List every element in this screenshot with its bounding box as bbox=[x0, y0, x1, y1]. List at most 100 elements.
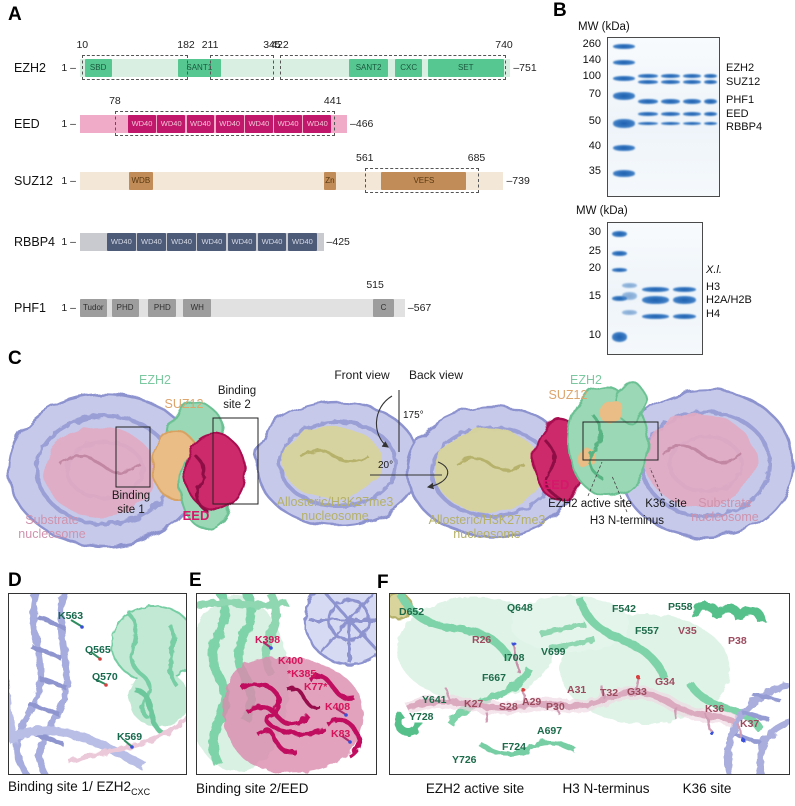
structure-label: Back view bbox=[408, 368, 464, 382]
structure-label: K36 site bbox=[645, 498, 687, 510]
protein-band bbox=[642, 286, 669, 292]
structure-label: Allosteric/H3K27me3 bbox=[428, 513, 546, 527]
ladder-band bbox=[613, 43, 635, 49]
band-label: EZH2 bbox=[726, 62, 755, 74]
domain-wd40: WD40 bbox=[106, 233, 136, 251]
ladder-band bbox=[613, 59, 635, 65]
caption-active-site: EZH2 active site bbox=[425, 781, 525, 796]
residue-label: D652 bbox=[399, 606, 425, 618]
structure-label: 175° bbox=[403, 410, 424, 421]
panel-d-structure bbox=[8, 593, 187, 775]
residue-label: A29 bbox=[522, 696, 542, 708]
structure-label: EED bbox=[182, 508, 210, 523]
dashed-region bbox=[82, 55, 188, 80]
eed-density bbox=[222, 656, 364, 773]
residue-label: K400 bbox=[278, 655, 304, 667]
binding-site-2-art bbox=[197, 594, 376, 773]
start-residue: 1 – bbox=[61, 175, 76, 187]
protein-band bbox=[638, 80, 658, 84]
ladder-band bbox=[612, 231, 627, 237]
structure-label: nucleosome bbox=[691, 510, 759, 524]
protein-band bbox=[704, 112, 717, 116]
mw-marker: 140 bbox=[582, 54, 601, 66]
panel-label-a: A bbox=[8, 4, 22, 25]
residue-label: K36 bbox=[705, 703, 725, 715]
band-label: EED bbox=[726, 108, 749, 120]
caption-binding-site-2: Binding site 2/EED bbox=[196, 781, 309, 796]
protein-band bbox=[673, 313, 696, 319]
residue-label: *K385 bbox=[287, 668, 317, 680]
structure-label: EZH2 active site bbox=[548, 498, 632, 510]
structure-label: nucleosome bbox=[18, 527, 86, 541]
domain-cxc: CXC bbox=[395, 59, 423, 77]
residue-label: P38 bbox=[728, 635, 747, 647]
domain-phd: PHD bbox=[148, 299, 177, 317]
residue-label: Q565 bbox=[85, 644, 111, 656]
residue-label: Y726 bbox=[452, 754, 477, 766]
protein-band bbox=[622, 309, 637, 315]
protein-band bbox=[673, 296, 696, 304]
region-end-num: 685 bbox=[467, 152, 486, 164]
residue-sticks bbox=[70, 619, 132, 747]
mw-title: MW (kDa) bbox=[578, 21, 630, 33]
domain-wd40: WD40 bbox=[245, 115, 273, 133]
protein-bar: WD40 WD40 WD40 WD40 WD40 WD40 WD40 bbox=[80, 233, 324, 251]
residue-label: K77* bbox=[304, 681, 328, 693]
band-label: H4 bbox=[706, 308, 721, 320]
domain-wd40: WD40 bbox=[128, 115, 156, 133]
mw-marker: 260 bbox=[582, 38, 601, 50]
protein-band bbox=[638, 74, 658, 78]
residue-label: P30 bbox=[546, 701, 565, 713]
end-residue: –425 bbox=[326, 236, 350, 248]
structure-label: EZH2 bbox=[570, 373, 602, 387]
domain-wh: WH bbox=[183, 299, 212, 317]
band-label: SUZ12 bbox=[726, 76, 761, 88]
residue-label: F724 bbox=[502, 741, 526, 753]
stick-tips bbox=[262, 641, 352, 744]
structure-label: nucleosome bbox=[301, 509, 369, 523]
ladder-band bbox=[612, 250, 627, 256]
domain-sant1: SANT1 bbox=[177, 59, 221, 77]
protein-bar: WDB Zn VEFS bbox=[80, 172, 504, 190]
leader-lines bbox=[587, 461, 663, 513]
structure-label: SUZ12 bbox=[164, 397, 204, 411]
protein-band bbox=[704, 80, 717, 84]
domain-wd40: WD40 bbox=[274, 115, 302, 133]
region-start-num: 561 bbox=[356, 152, 374, 164]
region-start-num: 211 bbox=[201, 39, 219, 51]
mw-marker: 40 bbox=[588, 140, 601, 152]
structure-label: Binding bbox=[111, 490, 151, 502]
structure-label: 20° bbox=[378, 460, 394, 471]
residue-label: S28 bbox=[499, 701, 518, 713]
structure-label: nucleosome bbox=[453, 527, 521, 541]
residue-label: V699 bbox=[541, 646, 566, 658]
domain-wdb: WDB bbox=[128, 172, 153, 190]
mw-marker: 100 bbox=[582, 70, 601, 82]
protein-band bbox=[661, 74, 680, 78]
domain-vefs: VEFS bbox=[381, 172, 467, 190]
protein-name: EZH2 bbox=[14, 61, 46, 75]
gel-box bbox=[607, 37, 720, 197]
protein-band bbox=[638, 98, 658, 104]
domain-phd: PHD bbox=[111, 299, 139, 317]
residue-label: K563 bbox=[58, 610, 84, 622]
domain-wd40: WD40 bbox=[167, 233, 196, 251]
domain-wd40: WD40 bbox=[287, 233, 317, 251]
residue-label: Q648 bbox=[507, 602, 533, 614]
domain-sant2: SANT2 bbox=[349, 59, 388, 77]
domain-wd40: WD40 bbox=[215, 115, 244, 133]
residue-label: Y641 bbox=[422, 694, 447, 706]
h3-peptide bbox=[404, 642, 745, 742]
domain-wd40: WD40 bbox=[227, 233, 257, 251]
structure-label: EED bbox=[542, 477, 570, 492]
domain-wd40: WD40 bbox=[303, 115, 332, 133]
start-residue: 1 – bbox=[61, 62, 76, 74]
protein-band bbox=[704, 74, 717, 78]
panel-label-c: C bbox=[8, 348, 22, 369]
protein-band bbox=[638, 112, 658, 116]
mw-marker: 70 bbox=[588, 88, 601, 100]
protein-band bbox=[638, 121, 658, 125]
protein-band bbox=[622, 282, 637, 288]
protein-band bbox=[683, 80, 701, 84]
residue-label: T32 bbox=[600, 687, 619, 699]
